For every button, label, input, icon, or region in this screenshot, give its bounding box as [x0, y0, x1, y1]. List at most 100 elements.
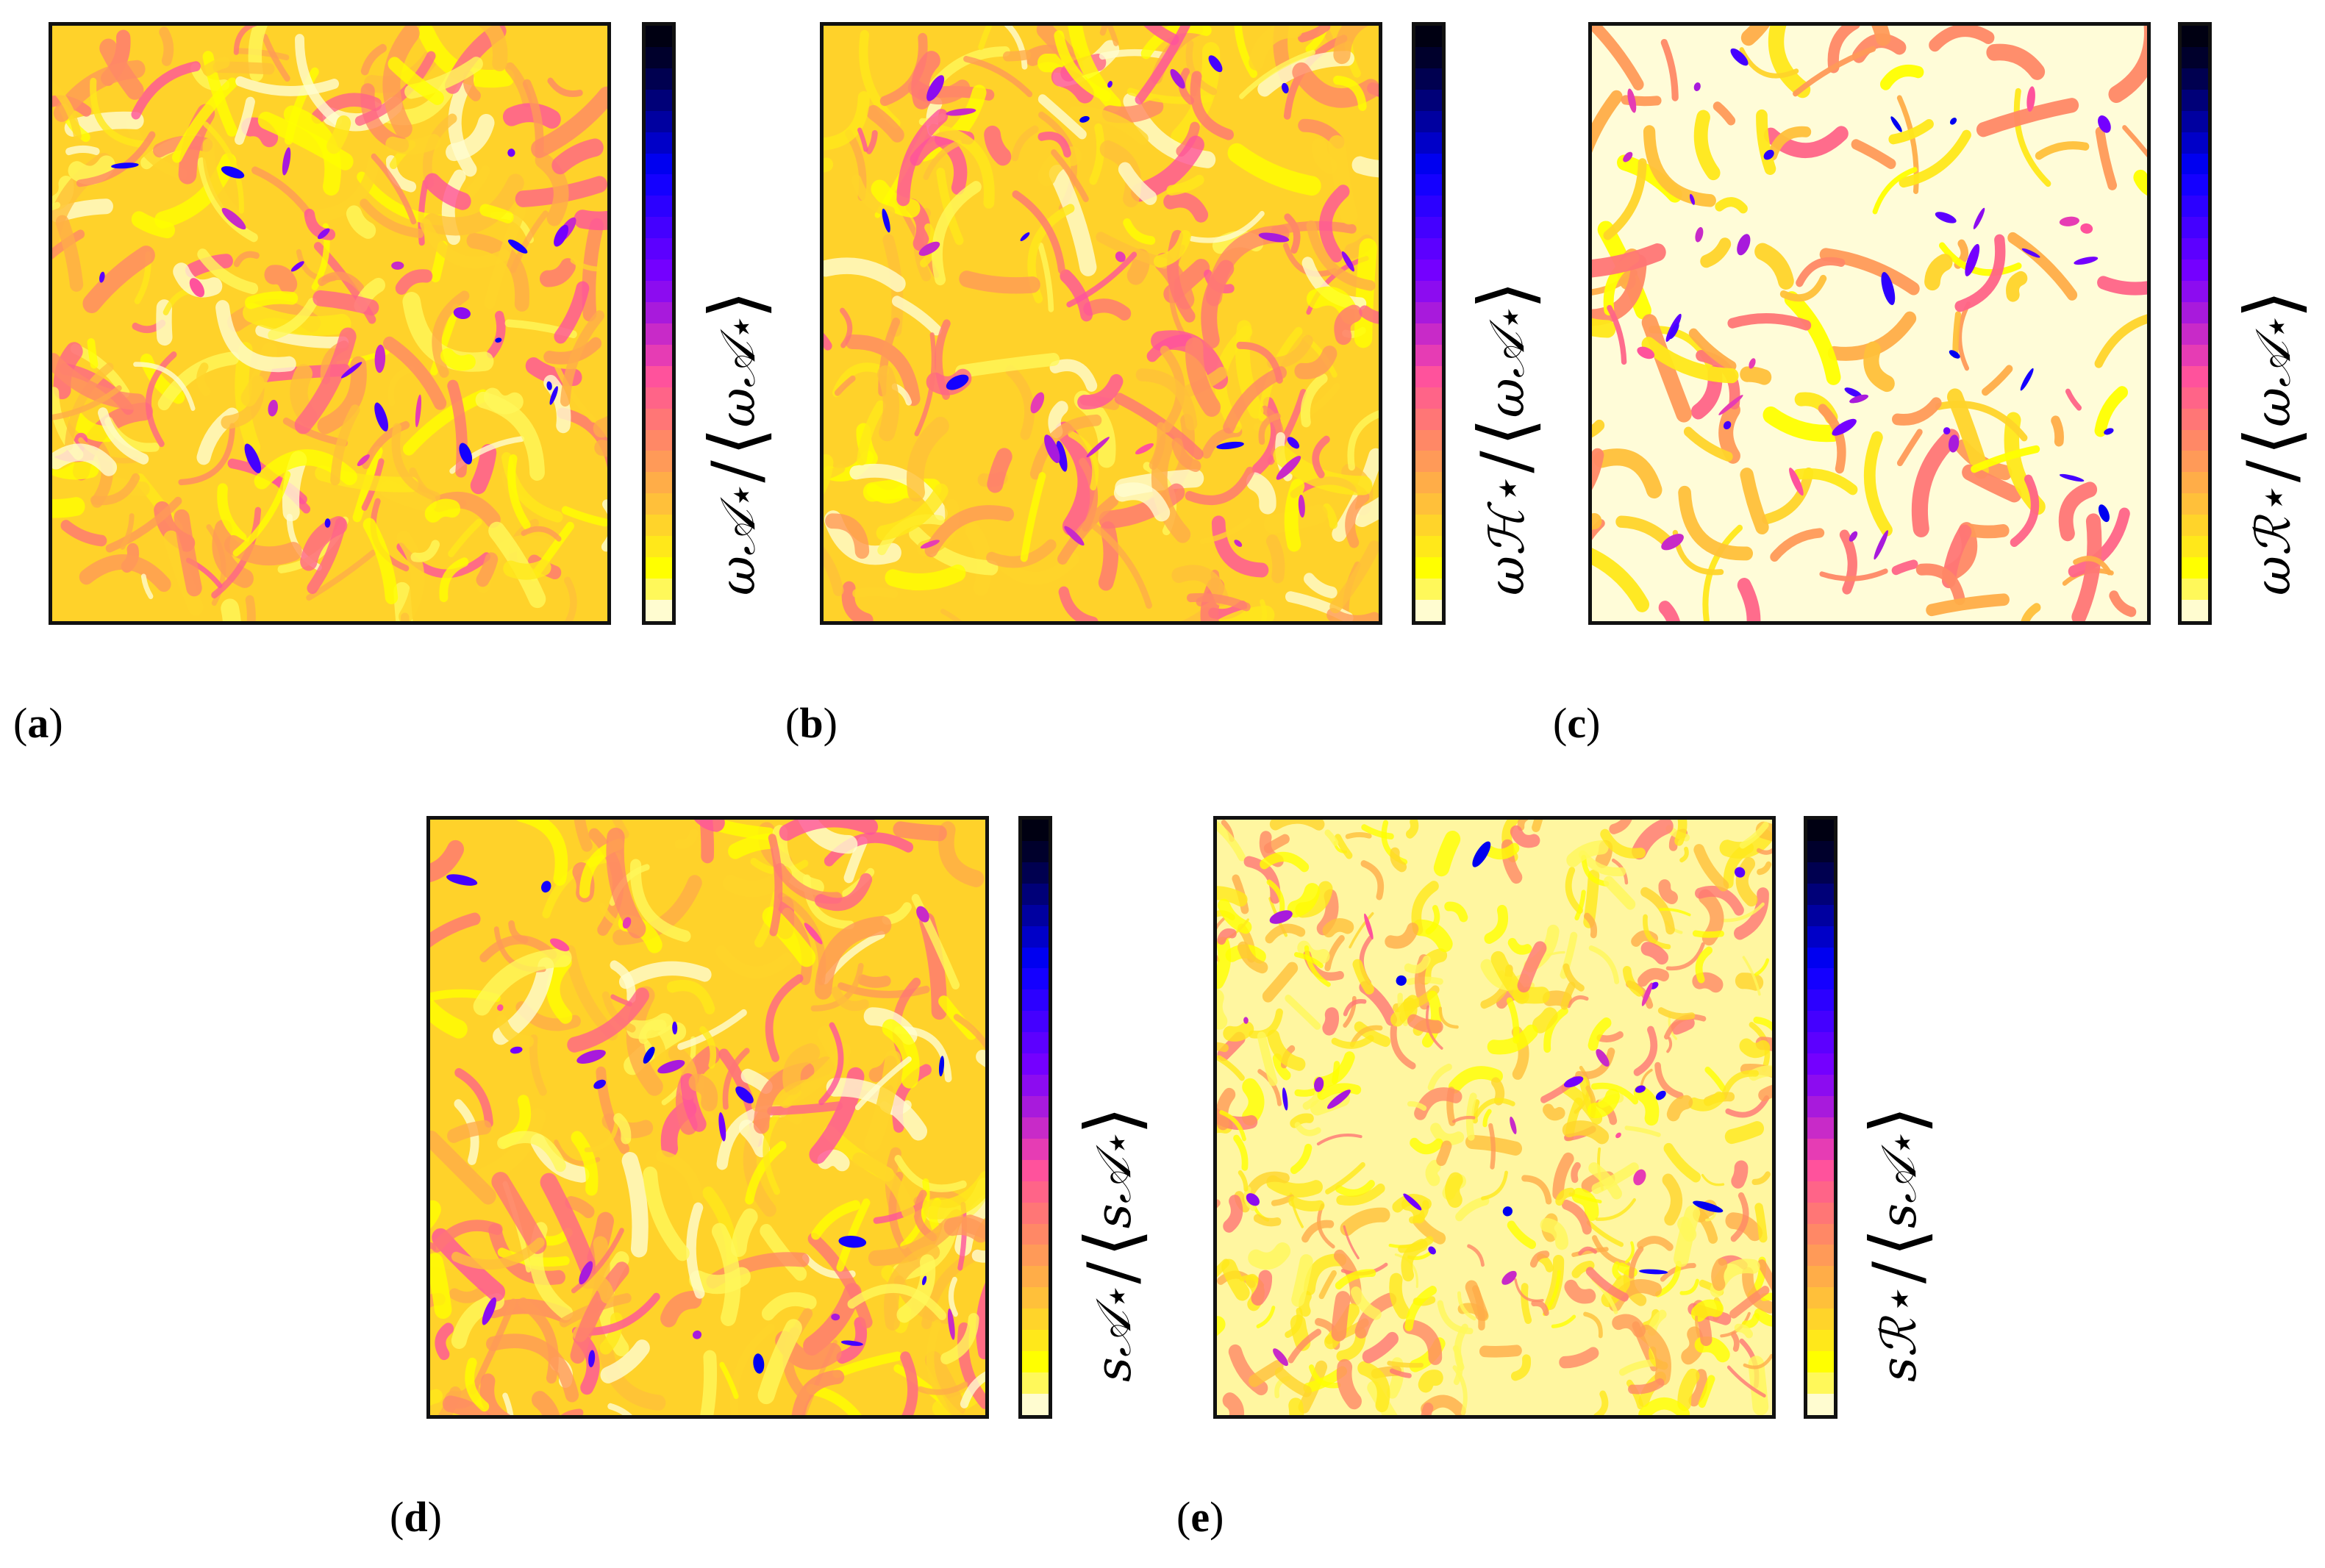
colorbar-level [1807, 1117, 1834, 1139]
colorbar-level [1807, 926, 1834, 948]
colorbar-level [1807, 968, 1834, 990]
colorbar-level [1415, 26, 1442, 47]
colorbar-d [1018, 816, 1052, 1419]
caption-e: (e) [1176, 1493, 1224, 1541]
heatmap-d [430, 820, 985, 1415]
colorbar-level [2182, 599, 2208, 621]
colorbar-level [1807, 1032, 1834, 1054]
colorbar-level [1022, 947, 1049, 969]
colorbar-a [642, 22, 676, 625]
colorbar-level [646, 174, 672, 196]
colorbar-level [2182, 259, 2208, 282]
colorbar-level [1415, 515, 1442, 537]
field-heatmap-e [1213, 816, 1776, 1419]
colorbar-level [2182, 365, 2208, 387]
colorbar-level [1807, 1181, 1834, 1203]
colorbar-label-a: ω𝒜⋆/⟨ω𝒜⋆⟩ [693, 290, 779, 595]
heatmap-c [1592, 26, 2147, 621]
colorbar-level [1807, 883, 1834, 905]
colorbar-level [1807, 1330, 1834, 1352]
colorbar-level [646, 429, 672, 451]
colorbar-level [646, 451, 672, 473]
colorbar-level [1807, 1287, 1834, 1309]
colorbar-level [1415, 472, 1442, 494]
colorbar-level [1022, 862, 1049, 884]
colorbar-level [1807, 947, 1834, 969]
colorbar-level [2182, 536, 2208, 558]
colorbar-level [1415, 408, 1442, 430]
colorbar-level [1022, 1159, 1049, 1181]
colorbar-level [1022, 1032, 1049, 1054]
colorbar-level [646, 238, 672, 260]
colorbar-level [1415, 281, 1442, 302]
colorbar-level [646, 387, 672, 409]
colorbar-level [1807, 1011, 1834, 1033]
colorbar-level [1415, 493, 1442, 515]
field-heatmap-d [426, 816, 989, 1419]
colorbar-level [646, 578, 672, 600]
colorbar-level [2182, 281, 2208, 302]
colorbar-level [1022, 904, 1049, 926]
colorbar-level [1415, 238, 1442, 260]
colorbar-level [1022, 820, 1049, 841]
colorbar-b [1412, 22, 1446, 625]
colorbar-label-b: ωℋ⋆/⟨ω𝒜⋆⟩ [1462, 280, 1549, 595]
colorbar-level [1807, 840, 1834, 862]
colorbar-level [1807, 1138, 1834, 1160]
colorbar-level [1415, 599, 1442, 621]
colorbar-level [646, 89, 672, 111]
colorbar-level [1022, 1245, 1049, 1267]
heatmap-e [1217, 820, 1772, 1415]
heatmap-a [52, 26, 607, 621]
colorbar-level [1807, 1393, 1834, 1415]
colorbar-level [1415, 153, 1442, 175]
colorbar-label-d: s𝒜⋆/⟨s𝒜⋆⟩ [1069, 1106, 1155, 1382]
colorbar-level [1022, 1351, 1049, 1372]
colorbar-level [1022, 1138, 1049, 1160]
colorbar-level [2182, 557, 2208, 579]
colorbar-level [1022, 1330, 1049, 1352]
colorbar-level [646, 153, 672, 175]
colorbar-level [1807, 1202, 1834, 1224]
colorbar-level [646, 344, 672, 366]
colorbar-level [646, 493, 672, 515]
colorbar-level [1807, 1309, 1834, 1331]
colorbar-level [1807, 1266, 1834, 1288]
colorbar-level [2182, 238, 2208, 260]
colorbar-level [1807, 904, 1834, 926]
colorbar-level [646, 132, 672, 154]
colorbar-level [646, 557, 672, 579]
colorbar-level [2182, 46, 2208, 68]
colorbar-level [1415, 578, 1442, 600]
colorbar-level [1415, 387, 1442, 409]
heatmap-b [824, 26, 1379, 621]
colorbar-level [2182, 429, 2208, 451]
colorbar-level [1807, 1053, 1834, 1075]
colorbar-level [2182, 472, 2208, 494]
colorbar-level [646, 217, 672, 239]
colorbar-level [1022, 1117, 1049, 1139]
colorbar-level [1415, 259, 1442, 282]
colorbar-level [646, 259, 672, 282]
colorbar-level [1022, 1011, 1049, 1033]
colorbar-label-c: ωℛ⋆/⟨ω𝒜⋆⟩ [2229, 290, 2315, 596]
colorbar-level [1022, 968, 1049, 990]
colorbar-level [2182, 217, 2208, 239]
colorbar-level [1415, 451, 1442, 473]
colorbar-level [646, 301, 672, 323]
colorbar-level [1807, 1095, 1834, 1117]
colorbar-level [646, 408, 672, 430]
colorbar-level [1415, 68, 1442, 90]
colorbar-level [1415, 557, 1442, 579]
colorbar-level [646, 46, 672, 68]
colorbar-e [1804, 816, 1838, 1419]
colorbar-level [1415, 344, 1442, 366]
colorbar-level [1415, 89, 1442, 111]
colorbar-level [1807, 1075, 1834, 1096]
colorbar-level [2182, 89, 2208, 111]
colorbar-level [2182, 451, 2208, 473]
colorbar-level [1022, 840, 1049, 862]
colorbar-level [1415, 110, 1442, 132]
colorbar-level [1022, 883, 1049, 905]
colorbar-level [2182, 196, 2208, 218]
